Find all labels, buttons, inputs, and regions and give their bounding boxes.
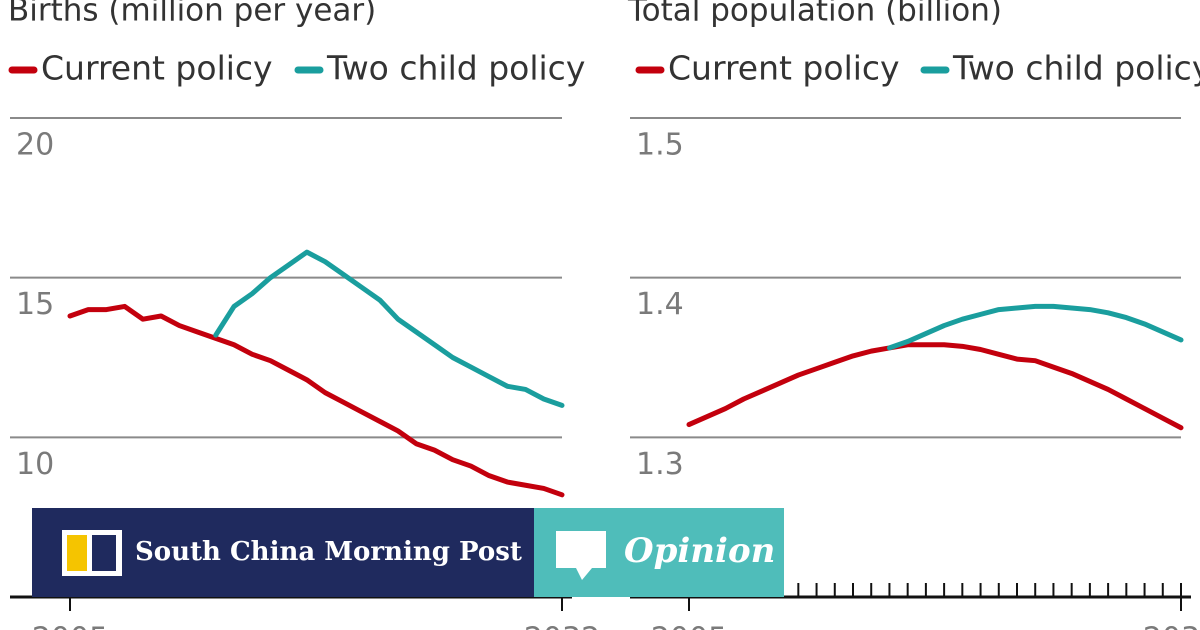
brand-name: South China Morning Post — [135, 537, 522, 567]
x-tick-label: 2005 — [32, 622, 108, 630]
logo-block — [67, 535, 87, 571]
legend-label: Current policy — [668, 49, 900, 88]
section-name: Opinion — [624, 531, 775, 571]
chart-title: Total population (billion) — [627, 0, 1002, 29]
y-tick-label: 15 — [16, 287, 54, 322]
charts: Births (million per year) 10 15 20 2005 2032 C… — [8, 0, 1200, 630]
x-tick-label: 2032 — [524, 622, 600, 630]
legend-label: Two child policy — [952, 49, 1200, 88]
y-tick-label: 20 — [16, 128, 54, 163]
line — [213, 249, 565, 408]
y-tick-label: 10 — [16, 447, 54, 482]
legend-label: Two child policy — [326, 49, 585, 88]
logo-block — [92, 535, 116, 571]
y-tick-label: 1.4 — [636, 287, 684, 322]
line — [67, 303, 565, 498]
line — [886, 303, 1184, 351]
legend-label: Current policy — [41, 49, 273, 88]
y-tick-label: 1.3 — [636, 447, 684, 482]
banner: South China Morning Post Opinion — [32, 508, 784, 597]
y-tick-label: 1.5 — [636, 128, 684, 163]
x-tick-label: 2005 — [651, 622, 727, 630]
x-tick-label: 2032 — [1143, 622, 1200, 630]
speech-icon — [556, 531, 606, 580]
line — [686, 342, 1184, 431]
chart-title: Births (million per year) — [8, 0, 376, 29]
